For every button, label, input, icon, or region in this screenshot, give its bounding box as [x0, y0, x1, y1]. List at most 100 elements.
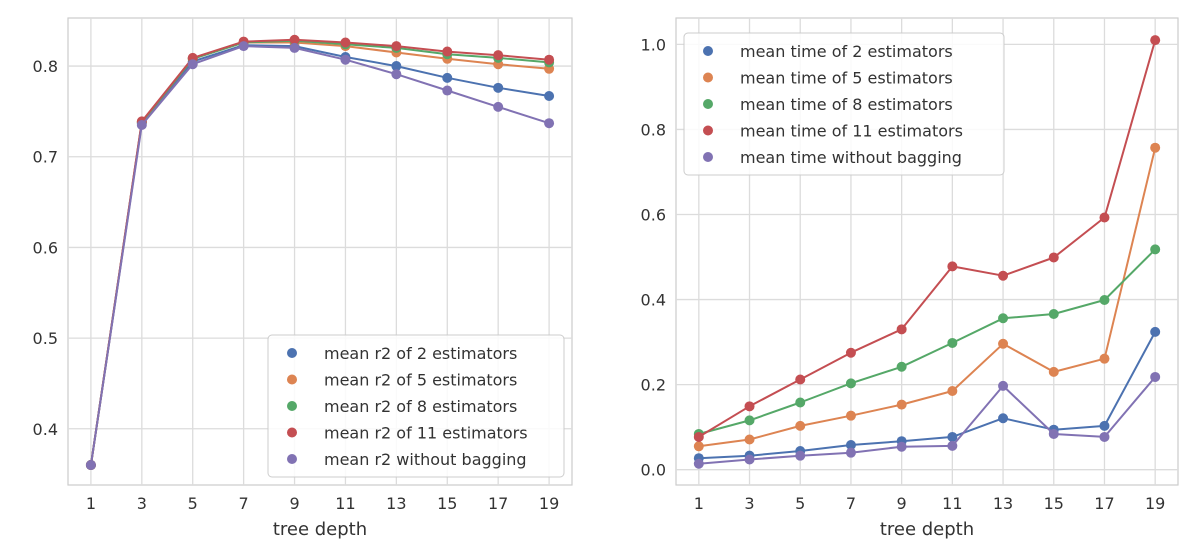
x-tick-label: 7: [846, 494, 856, 513]
x-tick-label: 15: [1044, 494, 1064, 513]
data-point: [544, 90, 555, 101]
series-line: [698, 147, 1157, 448]
y-tick-label: 0.5: [33, 329, 58, 348]
legend-label: mean time of 5 estimators: [740, 69, 953, 88]
data-point: [845, 410, 856, 421]
data-point: [85, 460, 96, 471]
legend-box: [267, 334, 565, 478]
data-point: [744, 434, 755, 445]
legend-marker: [703, 99, 713, 109]
data-point: [845, 347, 856, 358]
x-tick-label: 7: [239, 494, 249, 513]
x-tick-label: 1: [86, 494, 96, 513]
x-tick-label: 11: [942, 494, 962, 513]
data-point: [795, 397, 806, 408]
legend-label: mean r2 of 2 estimators: [324, 344, 517, 363]
data-point: [998, 270, 1009, 281]
data-point: [744, 415, 755, 426]
data-point: [289, 34, 300, 45]
data-point: [1150, 326, 1161, 337]
x-tick-label: 5: [188, 494, 198, 513]
data-point: [391, 41, 402, 52]
y-tick-label: 0.0: [641, 461, 666, 480]
data-point: [1150, 142, 1161, 153]
x-tick-label: 15: [437, 494, 457, 513]
legend-marker: [287, 374, 297, 385]
data-point: [744, 401, 755, 412]
data-point: [744, 454, 755, 465]
data-point: [693, 441, 704, 452]
legend: mean r2 of 2 estimators mean r2 of 5 esti…: [267, 334, 565, 478]
x-tick-label: 3: [744, 494, 754, 513]
y-tick-label: 0.8: [33, 57, 58, 76]
y-tick-label: 0.7: [33, 148, 58, 167]
x-tick-label: 13: [386, 494, 406, 513]
series-line: [698, 331, 1157, 460]
legend-label: mean r2 of 5 estimators: [324, 371, 517, 390]
legend-marker: [287, 401, 297, 411]
x-tick-label: 11: [335, 494, 355, 513]
data-point: [1099, 353, 1110, 364]
series-line: [698, 376, 1156, 465]
data-point: [845, 447, 856, 458]
x-tick-label: 9: [897, 494, 907, 513]
legend-marker: [287, 427, 297, 438]
data-point: [493, 82, 504, 93]
series-line: [89, 38, 550, 466]
data-point: [795, 450, 806, 461]
data-point: [1150, 35, 1161, 46]
series-line: [89, 44, 550, 466]
legend-marker: [287, 454, 297, 464]
data-point: [340, 54, 351, 65]
legend-marker: [287, 348, 297, 358]
x-tick-label: 5: [795, 494, 805, 513]
data-point: [795, 420, 806, 431]
data-point: [1048, 428, 1059, 439]
data-point: [693, 431, 704, 442]
legend-label: mean r2 of 11 estimators: [324, 424, 528, 443]
data-point: [1150, 371, 1161, 382]
x-tick-label: 19: [539, 494, 559, 513]
legend-label: mean time without bagging: [740, 148, 962, 167]
y-tick-label: 0.4: [641, 291, 666, 310]
data-point: [795, 374, 806, 385]
legend-label: mean r2 without bagging: [324, 450, 527, 469]
data-point: [947, 337, 958, 348]
y-tick-label: 1.0: [641, 35, 666, 54]
x-axis-label: tree depth: [880, 519, 974, 540]
legend-label: mean time of 2 estimators: [740, 42, 953, 61]
data-point: [998, 313, 1009, 324]
x-axis-label: tree depth: [273, 519, 367, 540]
data-point: [391, 69, 402, 80]
data-point: [947, 261, 958, 272]
data-point: [1099, 212, 1110, 223]
x-tick-label: 17: [1094, 494, 1114, 513]
x-tick-label: 17: [488, 494, 508, 513]
data-point: [1099, 431, 1110, 442]
legend-box: [683, 32, 1005, 176]
data-point: [238, 41, 249, 52]
data-point: [391, 61, 402, 72]
legend-label: mean r2 of 8 estimators: [324, 397, 517, 416]
data-point: [1099, 420, 1110, 431]
legend-marker: [703, 72, 713, 83]
legend-marker: [703, 152, 713, 162]
data-point: [442, 72, 453, 83]
y-tick-label: 0.6: [33, 238, 58, 257]
data-point: [544, 118, 555, 129]
data-point: [1048, 366, 1059, 377]
series-line: [89, 45, 550, 466]
data-point: [896, 361, 907, 372]
data-point: [947, 440, 958, 451]
data-point: [493, 50, 504, 61]
data-point: [896, 324, 907, 335]
data-point: [442, 85, 453, 96]
x-tick-label: 19: [1145, 494, 1165, 513]
data-point: [544, 54, 555, 65]
x-tick-label: 3: [137, 494, 147, 513]
series-line: [698, 39, 1157, 438]
x-tick-label: 13: [993, 494, 1013, 513]
data-point: [493, 101, 504, 112]
y-tick-label: 0.8: [641, 120, 666, 139]
